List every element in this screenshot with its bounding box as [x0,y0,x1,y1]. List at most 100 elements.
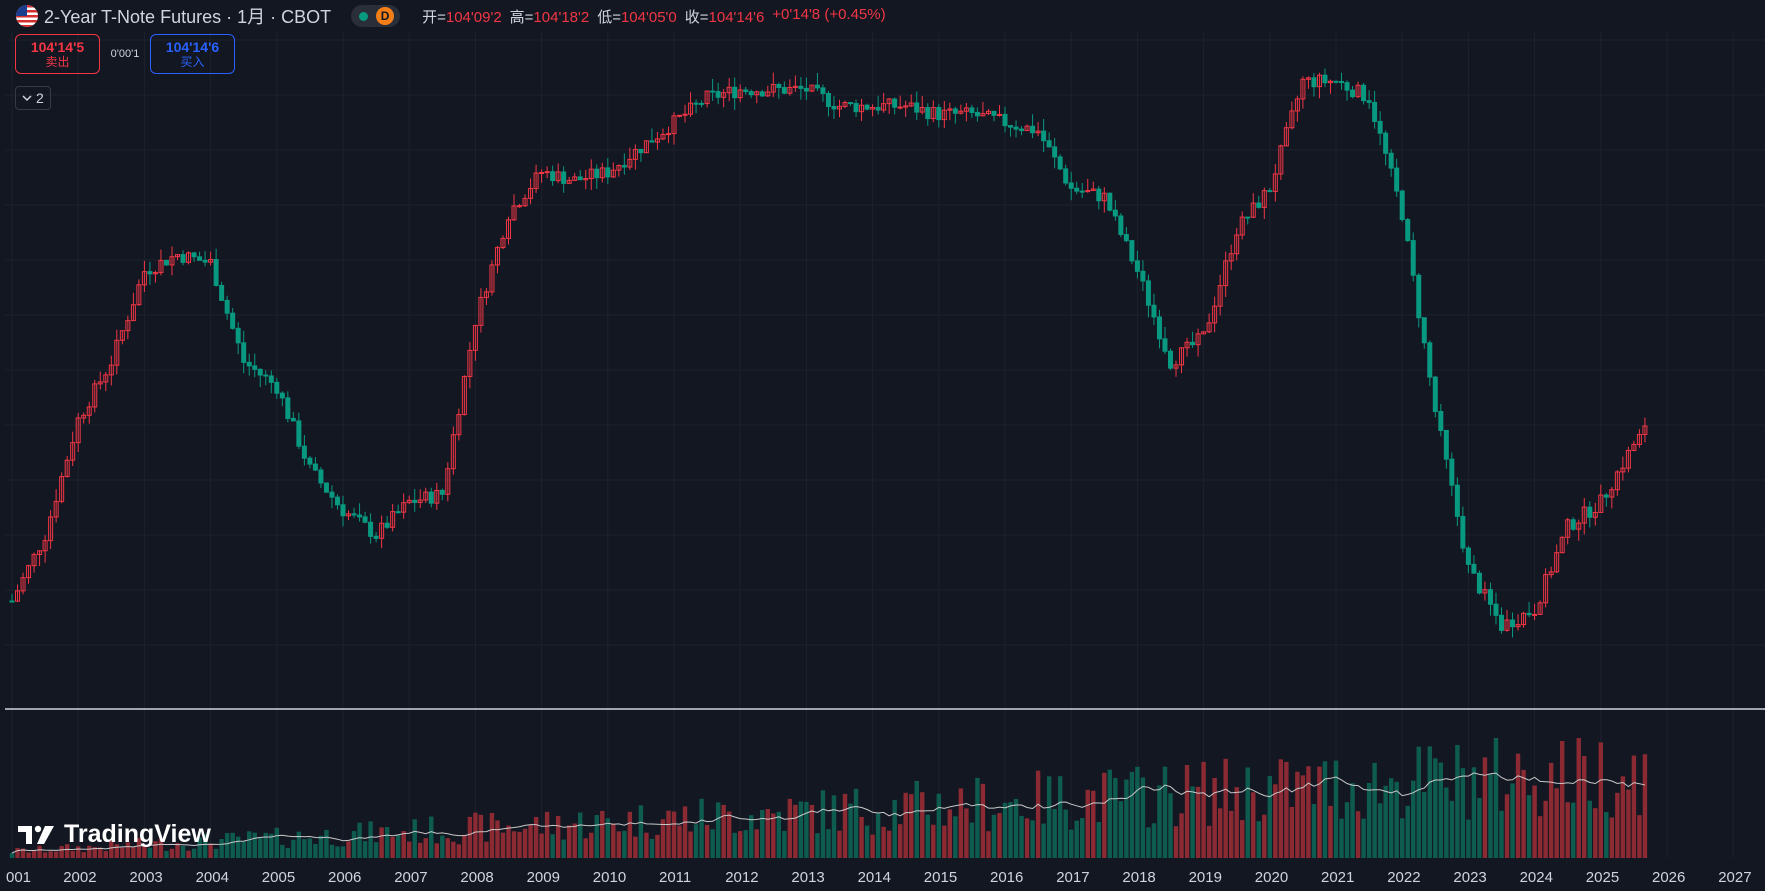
tradingview-watermark[interactable]: TradingView [18,820,211,849]
candle-body [1256,202,1262,208]
candle-body [450,434,456,470]
volume-bar [942,825,947,858]
volume-bar [98,847,103,858]
volume-bar [798,801,804,858]
volume-bar [1124,779,1129,858]
candle-body [108,364,114,376]
candle-body [925,106,931,120]
volume-bar [953,816,958,858]
candle-body [1261,190,1267,208]
candle-body [1609,489,1615,498]
candle-body [1361,84,1367,102]
volume-bar [390,836,395,858]
volume-bar [269,833,274,858]
candle-body [1245,216,1251,219]
candle-body [1294,98,1300,112]
delayed-data-badge[interactable]: D [376,7,395,25]
candle-body [936,106,942,121]
candle-body [1250,202,1256,218]
candle-body [1173,364,1179,369]
volume-bar [1256,821,1261,858]
volume-bar [208,843,213,858]
buy-button[interactable]: 104'14'6 买入 [150,34,235,74]
indicators-toggle-button[interactable]: 2 [15,86,51,110]
candle-body [1019,128,1025,132]
candle-body [191,252,197,258]
candle-body [1543,574,1549,604]
volume-bar [903,792,908,858]
symbol-title[interactable]: 2-Year T-Note Futures · 1月 · CBOT [44,7,332,27]
time-axis[interactable]: 001 2002 2003 2004 2005 2006 2007 2008 2009 2010 2… [6,869,1752,886]
candle-body [1460,515,1466,549]
candle-body [726,86,732,94]
candle-body [53,500,59,518]
volume-bar [1598,742,1603,858]
volume-bar [31,850,37,858]
volume-bar [1179,813,1184,858]
candle-body [539,172,545,175]
volume-bar [611,823,616,858]
candle-body [1107,192,1113,211]
x-tick-label: 2003 [129,869,162,886]
candle-body [141,271,147,286]
candle-body [1454,484,1460,517]
volume-bar [1488,774,1493,858]
volume-bar [1455,744,1460,858]
candle-body [423,491,429,501]
volume-bar [296,831,302,858]
candle-body [1201,331,1207,335]
volume-bar [583,838,588,858]
volume-bar [969,822,975,858]
volume-bar [1615,792,1620,858]
candle-body [1570,519,1576,530]
volume-bar [109,840,114,858]
candle-body [197,256,203,261]
volume-bar [1548,762,1554,858]
candle-body [1008,125,1014,128]
candle-body [792,85,798,88]
volume-bar [1024,818,1030,858]
candle-body [478,296,484,326]
volume-bar [318,835,324,858]
candle-body [881,103,887,111]
x-tick-label: 2015 [924,869,957,886]
candle-body [947,108,953,111]
candle-body [1515,624,1521,628]
candle-body [1217,285,1223,307]
volume-bar [440,835,445,858]
x-tick-label: 2026 [1652,869,1685,886]
sell-button[interactable]: 104'14'5 卖出 [15,34,100,74]
candle-body [859,104,865,113]
volume-bar [892,799,897,858]
x-tick-label: 2022 [1387,869,1420,886]
volume-bar [771,813,776,858]
volume-bar [1626,789,1631,858]
volume-bar [1559,741,1565,858]
volume-bar [1091,790,1096,858]
candlestick-series [9,68,1648,638]
volume-bar [180,846,186,858]
market-status-pill[interactable]: D [351,5,401,27]
volume-bar [743,830,748,858]
volume-bar [1212,777,1217,858]
candle-body [1289,110,1295,129]
candle-body [759,91,765,97]
candle-body [15,590,21,602]
candle-body [1278,145,1284,175]
volume-bar [1317,766,1322,858]
volume-bar [70,850,75,858]
candle-body [1035,130,1041,134]
candle-body [307,457,313,465]
candle-body [1521,612,1527,626]
volume-bar [561,839,566,858]
candle-body [930,106,936,120]
candle-body [31,553,37,567]
candle-body [75,417,81,444]
candle-body [1405,219,1411,242]
volume-ma-line [11,772,1646,854]
candle-body [1476,572,1482,594]
volume-bar [1322,761,1328,858]
candle-body [97,381,103,385]
candle-body [1388,152,1394,169]
